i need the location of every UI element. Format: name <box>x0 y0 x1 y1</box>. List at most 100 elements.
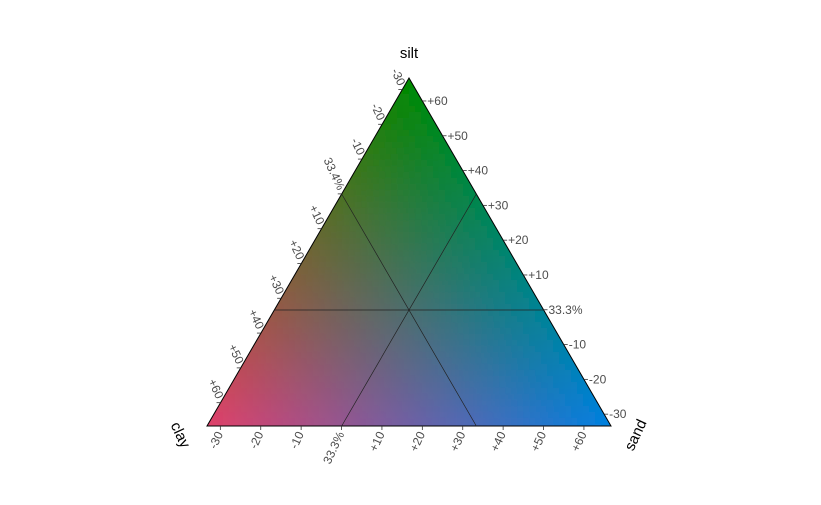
color-cell <box>487 364 494 371</box>
color-cell <box>445 370 452 377</box>
color-cell <box>457 238 464 245</box>
color-cell <box>313 274 320 281</box>
color-cell <box>319 172 326 179</box>
color-cell <box>517 226 524 233</box>
color-cell <box>577 106 584 113</box>
color-cell <box>361 130 368 137</box>
color-cell <box>241 286 248 293</box>
color-cell <box>331 130 338 137</box>
color-cell <box>325 400 332 407</box>
color-cell <box>367 262 374 269</box>
color-cell <box>421 202 428 209</box>
color-cell <box>433 238 440 245</box>
color-cell <box>337 220 344 227</box>
color-cell <box>277 394 284 401</box>
color-cell <box>325 220 332 227</box>
color-cell <box>313 394 320 401</box>
color-cell <box>343 286 350 293</box>
color-cell <box>397 268 404 275</box>
color-cell <box>247 178 254 185</box>
color-cell <box>391 280 398 287</box>
color-cell <box>601 238 608 245</box>
color-cell <box>207 268 212 275</box>
color-cell <box>391 202 398 209</box>
color-cell <box>559 148 566 155</box>
color-cell <box>577 316 584 323</box>
color-cell <box>475 184 482 191</box>
color-cell <box>367 256 374 263</box>
color-cell <box>415 118 422 125</box>
color-cell <box>463 274 470 281</box>
color-cell <box>529 148 536 155</box>
color-cell <box>277 370 284 377</box>
color-cell <box>391 178 398 185</box>
color-cell <box>613 286 620 293</box>
color-cell <box>589 352 596 359</box>
color-cell <box>331 406 338 413</box>
color-cell <box>207 78 212 83</box>
color-cell <box>235 202 242 209</box>
color-cell <box>289 70 296 77</box>
color-cell <box>409 376 416 383</box>
color-cell <box>199 226 206 233</box>
color-cell <box>577 202 584 209</box>
color-cell <box>265 388 272 395</box>
color-cell <box>535 190 542 197</box>
color-cell <box>271 400 278 407</box>
color-cell <box>253 358 260 365</box>
color-cell <box>373 370 380 377</box>
color-cell <box>313 136 320 143</box>
color-cell <box>541 136 548 143</box>
color-cell <box>283 124 290 131</box>
color-cell <box>583 88 590 95</box>
color-cell <box>451 328 458 335</box>
color-cell <box>295 106 302 113</box>
color-cell <box>247 274 254 281</box>
color-cell <box>217 106 224 113</box>
color-cell <box>313 286 320 293</box>
color-cell <box>589 418 596 425</box>
color-cell <box>511 78 518 83</box>
color-cell <box>301 112 308 119</box>
color-cell <box>457 214 464 221</box>
color-cell <box>361 106 368 113</box>
color-cell <box>559 292 566 299</box>
color-cell <box>247 382 254 389</box>
color-cell <box>313 70 320 77</box>
color-cell <box>487 250 494 257</box>
color-cell <box>601 88 608 95</box>
color-cell <box>385 406 392 413</box>
color-cell <box>541 238 548 245</box>
color-cell <box>355 328 362 335</box>
color-cell <box>349 406 356 413</box>
color-cell <box>487 376 494 383</box>
color-cell <box>571 388 578 395</box>
color-cell <box>445 256 452 263</box>
color-cell <box>487 70 494 77</box>
color-cell <box>355 172 362 179</box>
color-cell <box>343 208 350 215</box>
color-cell <box>313 118 320 125</box>
color-cell <box>283 424 290 426</box>
color-cell <box>445 160 452 167</box>
color-cell <box>283 250 290 257</box>
color-cell <box>475 370 482 377</box>
color-cell <box>547 412 554 419</box>
color-cell <box>595 256 602 263</box>
color-cell <box>619 334 626 341</box>
color-cell <box>207 250 212 257</box>
color-cell <box>607 142 611 149</box>
color-cell <box>361 232 368 239</box>
color-cell <box>265 340 272 347</box>
color-cell <box>553 202 560 209</box>
color-cell <box>619 262 626 269</box>
color-cell <box>409 400 416 407</box>
color-cell <box>499 160 506 167</box>
color-cell <box>313 424 320 426</box>
color-cell <box>547 190 554 197</box>
center-label-bottom: 33.3% <box>320 429 347 466</box>
color-cell <box>379 190 386 197</box>
color-cell <box>385 208 392 215</box>
color-cell <box>217 352 224 359</box>
color-cell <box>367 412 374 419</box>
